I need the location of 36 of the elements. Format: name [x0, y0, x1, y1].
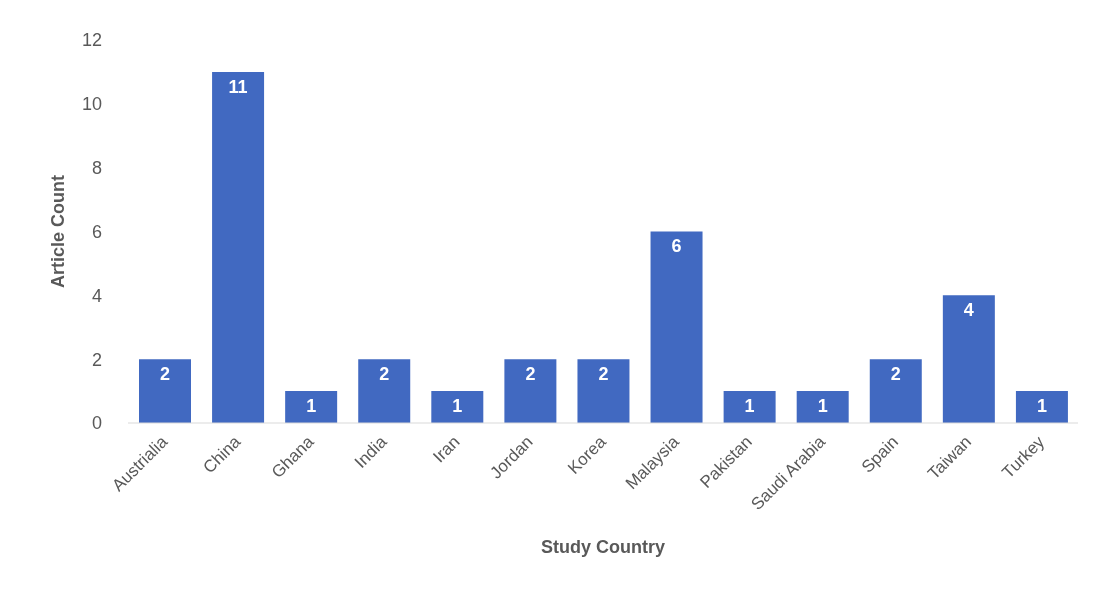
data-label: 2 — [159, 363, 171, 384]
data-label: 2 — [379, 363, 390, 384]
bar — [139, 359, 191, 423]
y-tick-label: 12 — [81, 30, 102, 51]
bar — [504, 359, 557, 423]
bar — [942, 295, 995, 423]
bar — [723, 391, 776, 423]
y-tick-label: 2 — [91, 349, 102, 370]
data-label: 11 — [228, 76, 248, 97]
data-label: 2 — [525, 363, 536, 384]
y-tick-label: 0 — [91, 413, 102, 434]
bar — [358, 359, 411, 423]
y-axis-title: Article Count — [48, 174, 69, 289]
data-label: 6 — [671, 236, 682, 257]
y-tick-label: 8 — [91, 158, 102, 179]
bar — [869, 359, 922, 423]
y-tick-label: 10 — [81, 94, 102, 115]
bar — [1015, 391, 1068, 423]
data-label: 2 — [598, 363, 609, 384]
data-label: 1 — [452, 395, 463, 416]
data-label: 4 — [963, 300, 974, 321]
data-label: 1 — [817, 395, 828, 416]
data-label: 2 — [890, 363, 901, 384]
bar — [577, 359, 630, 423]
bar — [796, 391, 849, 423]
bar — [431, 391, 484, 423]
bar — [285, 391, 338, 423]
bar — [650, 231, 703, 423]
data-label: 1 — [744, 395, 755, 416]
bar — [212, 71, 265, 423]
y-tick-label: 4 — [91, 285, 102, 306]
data-label: 1 — [306, 395, 317, 416]
x-tick-label: Iran — [429, 432, 464, 467]
y-tick-label: 6 — [91, 221, 102, 242]
x-axis-title: Study Country — [541, 537, 665, 557]
data-label: 1 — [1036, 395, 1047, 416]
